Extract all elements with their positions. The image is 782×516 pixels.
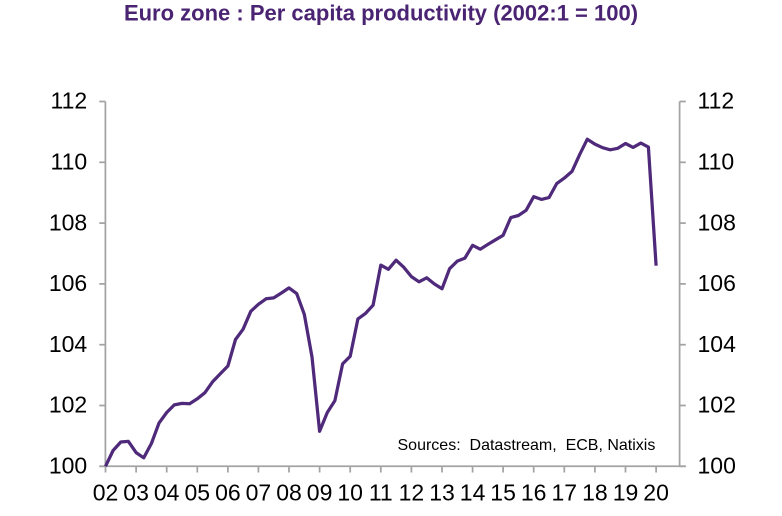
svg-text:06: 06 [215, 479, 241, 505]
svg-text:104: 104 [49, 331, 88, 357]
svg-text:18: 18 [582, 479, 608, 505]
svg-text:02: 02 [93, 479, 119, 505]
svg-text:04: 04 [154, 479, 180, 505]
svg-text:14: 14 [460, 479, 486, 505]
svg-text:100: 100 [49, 453, 87, 479]
svg-text:110: 110 [51, 149, 88, 175]
svg-text:03: 03 [123, 479, 149, 505]
svg-text:15: 15 [490, 479, 516, 505]
svg-text:10: 10 [337, 479, 363, 505]
svg-text:102: 102 [698, 392, 736, 418]
svg-text:Euro zone : Per capita product: Euro zone : Per capita productivity (200… [124, 1, 638, 26]
svg-text:112: 112 [51, 88, 88, 114]
svg-text:08: 08 [276, 479, 302, 505]
svg-text:106: 106 [49, 270, 87, 296]
svg-text:05: 05 [185, 479, 211, 505]
svg-text:13: 13 [429, 479, 455, 505]
svg-text:07: 07 [246, 479, 272, 505]
svg-text:16: 16 [521, 479, 547, 505]
svg-text:09: 09 [307, 479, 333, 505]
svg-text:17: 17 [552, 479, 578, 505]
svg-text:20: 20 [643, 479, 669, 505]
svg-text:110: 110 [698, 149, 735, 175]
svg-text:12: 12 [399, 479, 425, 505]
svg-text:104: 104 [698, 331, 737, 357]
svg-text:108: 108 [49, 209, 87, 235]
svg-text:100: 100 [698, 453, 736, 479]
svg-text:102: 102 [49, 392, 87, 418]
svg-text:106: 106 [698, 270, 736, 296]
svg-text:112: 112 [698, 88, 735, 114]
svg-text:Sources: Datastream, ECB, Na: Sources: Datastream, ECB, Natixis [398, 437, 656, 454]
svg-text:11: 11 [369, 479, 393, 505]
svg-text:108: 108 [698, 209, 736, 235]
svg-text:19: 19 [613, 479, 639, 505]
